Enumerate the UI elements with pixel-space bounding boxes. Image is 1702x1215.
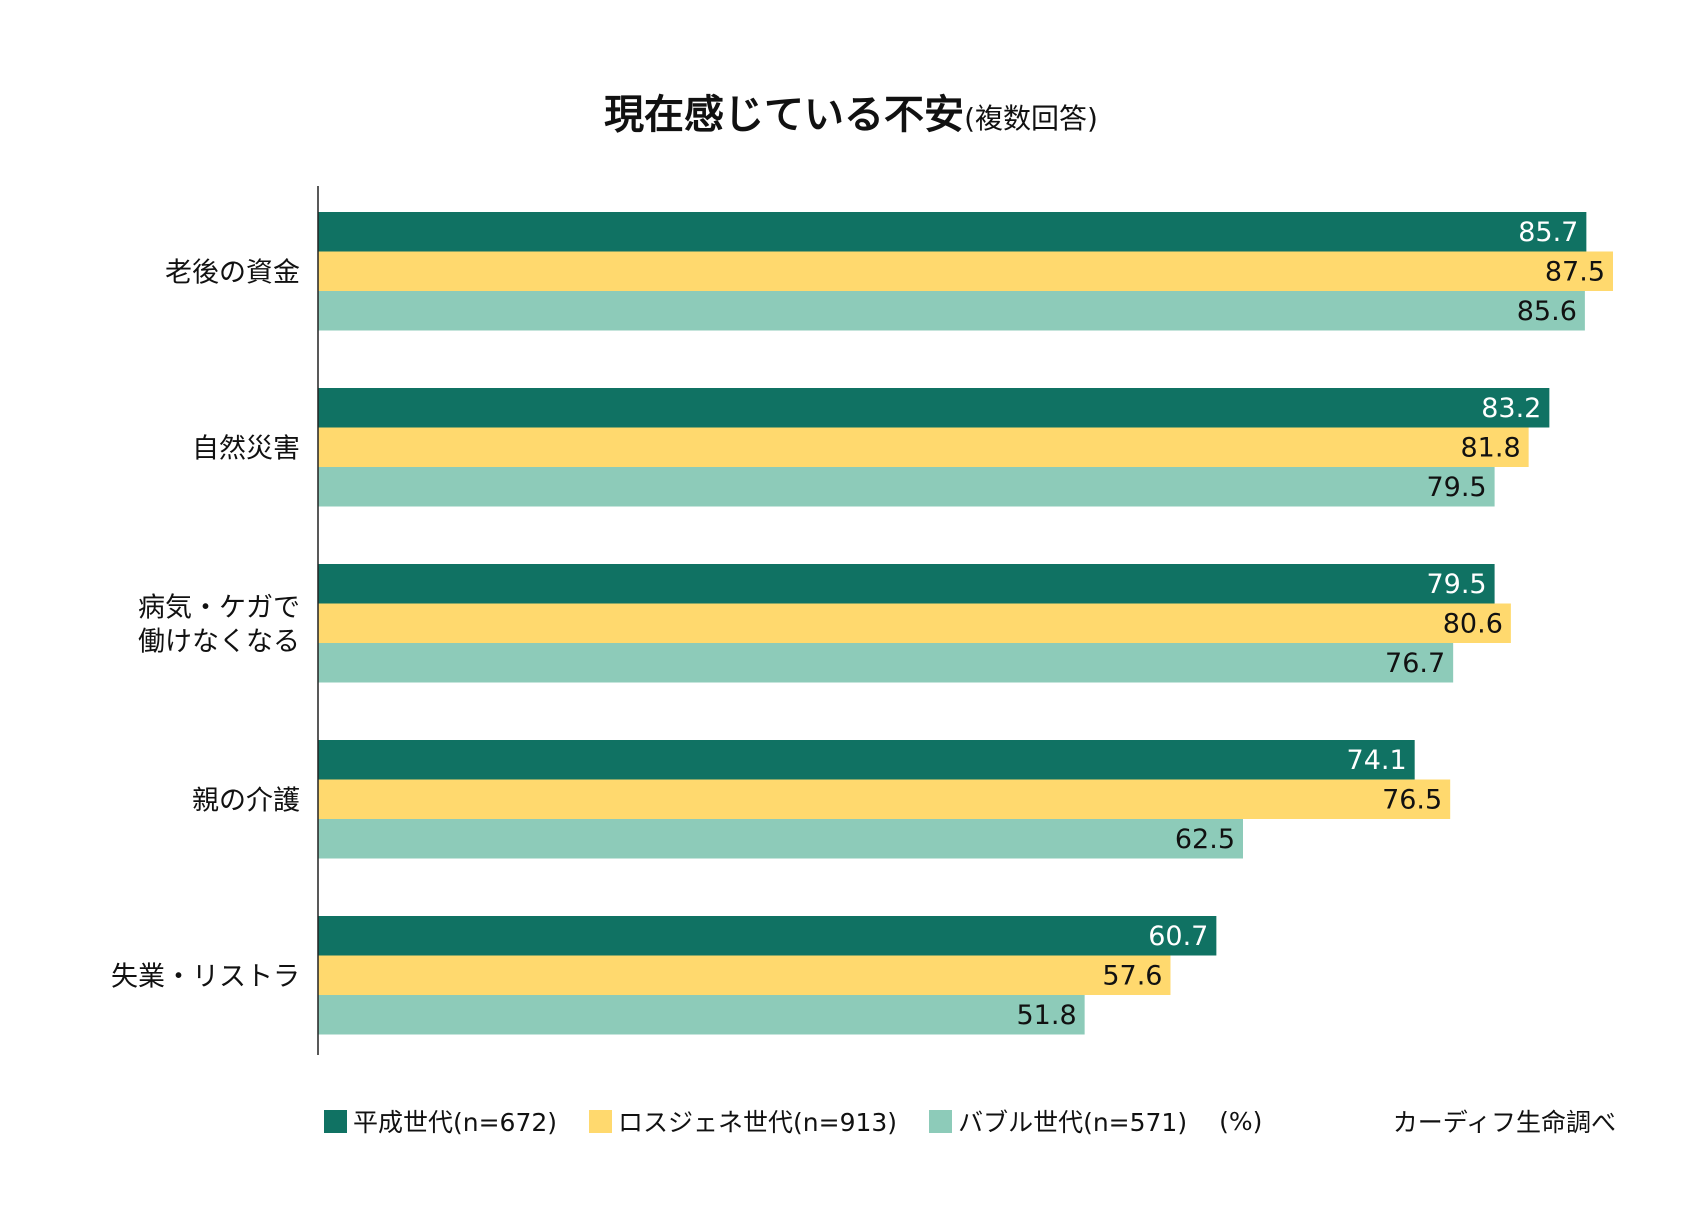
bar	[318, 643, 1454, 683]
category-label: 自然災害	[192, 433, 300, 464]
category-label: 病気・ケガで	[138, 592, 300, 623]
legend-item-heisei: 平成世代(n=672)	[324, 1103, 557, 1139]
data-label: 62.5	[1175, 824, 1235, 855]
data-label: 76.5	[1382, 784, 1442, 815]
legend-swatch	[324, 1109, 347, 1133]
chart-title: 現在感じている不安(複数回答)	[0, 82, 1702, 140]
bar	[318, 427, 1529, 467]
data-label: 85.7	[1518, 217, 1578, 248]
legend-item-bubble: バブル世代(n=571)	[929, 1103, 1187, 1139]
title-main: 現在感じている不安	[604, 92, 965, 138]
bar	[318, 603, 1511, 643]
category-label: 失業・リストラ	[111, 961, 300, 992]
legend-swatch	[589, 1109, 613, 1133]
bar	[318, 740, 1415, 780]
legend-label: ロスジェネ世代(n=913)	[618, 1108, 898, 1137]
data-label: 74.1	[1347, 745, 1407, 776]
bar	[318, 819, 1243, 859]
data-label: 81.8	[1461, 432, 1521, 463]
data-label: 79.5	[1426, 472, 1486, 503]
bar	[318, 212, 1587, 252]
data-label: 87.5	[1545, 256, 1605, 287]
legend: 平成世代(n=672) ロスジェネ世代(n=913) バブル世代(n=571) …	[324, 1103, 1294, 1139]
bar	[318, 916, 1217, 956]
legend-swatch	[929, 1109, 953, 1133]
data-label: 83.2	[1481, 393, 1541, 424]
category-label: 働けなくなる	[138, 626, 300, 657]
bar	[318, 564, 1495, 604]
data-label: 76.7	[1385, 648, 1445, 679]
bar	[318, 291, 1585, 331]
bar	[318, 388, 1550, 428]
data-label: 85.6	[1517, 296, 1577, 327]
legend-item-lostgen: ロスジェネ世代(n=913)	[589, 1103, 897, 1139]
unit-label: (%)	[1219, 1107, 1262, 1136]
bar	[318, 995, 1085, 1035]
data-label: 57.6	[1102, 960, 1162, 991]
bar	[318, 251, 1613, 291]
title-subtitle: (複数回答)	[964, 102, 1098, 135]
data-label: 51.8	[1017, 1000, 1077, 1031]
category-label: 老後の資金	[165, 257, 300, 288]
data-label: 80.6	[1443, 608, 1503, 639]
unit-text: (%)	[1219, 1106, 1263, 1136]
bar	[318, 779, 1451, 819]
data-label: 79.5	[1426, 569, 1486, 600]
data-label: 60.7	[1148, 921, 1208, 952]
category-label: 親の介護	[192, 785, 300, 816]
legend-label: バブル世代(n=571)	[958, 1108, 1188, 1137]
bar	[318, 467, 1495, 507]
legend-label: 平成世代(n=672)	[353, 1108, 558, 1137]
source-note: カーディフ生命調べ	[1392, 1108, 1616, 1137]
bar	[318, 955, 1171, 995]
